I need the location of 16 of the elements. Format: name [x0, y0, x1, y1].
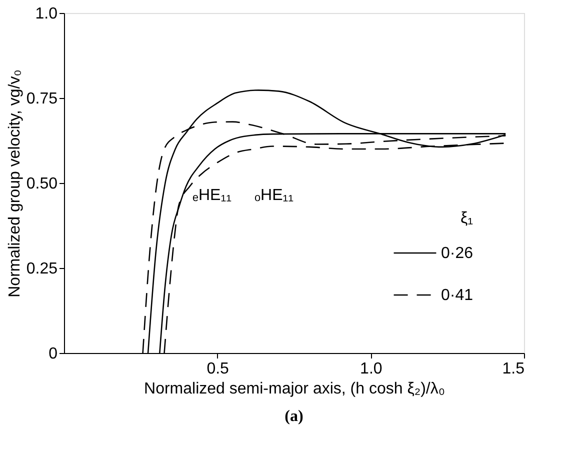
x-axis-title: Normalized semi-major axis, (h cosh ξ₂)/λ₀: [144, 380, 445, 398]
y-tick-label: 0: [48, 346, 58, 362]
y-axis-title: Normalized group velocity, vg/v₀: [6, 70, 24, 298]
annotation: ₑHE₁₁: [192, 187, 232, 204]
y-tick-label: 0.50: [26, 176, 58, 192]
legend-label: 0·26: [441, 245, 474, 262]
y-tick-label: 0.75: [26, 90, 58, 108]
x-tick-label: 0.5: [206, 360, 230, 378]
y-tick-label: 0.25: [26, 260, 58, 278]
x-tick-label: 1.5: [502, 360, 525, 378]
annotation: ₒHE₁₁: [254, 187, 294, 204]
legend-title: ξ₁: [460, 210, 473, 227]
text: (a): [284, 408, 304, 425]
y-tick-label: 1.0: [35, 6, 58, 22]
legend-label: 0·41: [441, 287, 474, 304]
x-tick-label: 1.0: [360, 360, 382, 378]
